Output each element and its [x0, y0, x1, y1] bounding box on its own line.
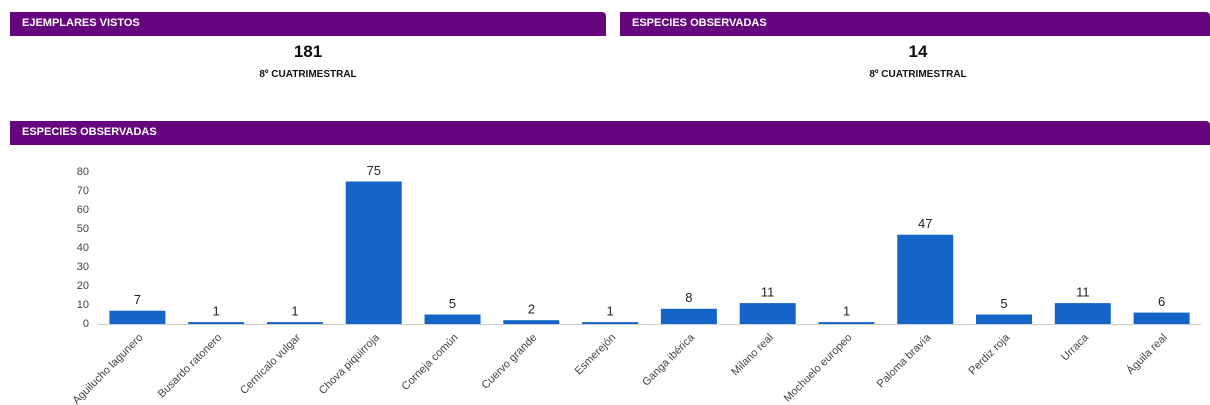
value-label: 6: [1158, 294, 1165, 309]
x-tick-label: Perdiz roja: [967, 331, 1013, 377]
x-tick-label: Esmerejón: [573, 332, 619, 378]
x-tick-label: Paloma bravía: [875, 331, 934, 390]
y-tick-label: 60: [77, 204, 89, 216]
bar: [1054, 303, 1111, 324]
y-tick-label: 50: [77, 223, 89, 235]
value-label: 2: [528, 302, 535, 317]
value-label: 5: [1000, 296, 1007, 311]
y-tick-label: 80: [77, 166, 89, 178]
bar: [739, 303, 796, 324]
bar: [1133, 312, 1190, 324]
x-tick-label: Mochuelo europeo: [782, 332, 855, 405]
value-label: 1: [291, 304, 298, 319]
chart-header: ESPECIES OBSERVADAS: [10, 121, 1210, 145]
kpi-subtitle: 8º CUATRIMESTRAL: [869, 69, 967, 80]
x-tick-label: Corneja común: [399, 332, 460, 393]
value-label: 1: [843, 304, 850, 319]
kpi-value: 14: [908, 42, 928, 61]
bar: [660, 308, 717, 324]
x-tick-label: Milano real: [729, 332, 776, 379]
y-tick-label: 0: [83, 318, 89, 330]
bar: [582, 322, 639, 324]
bar: [424, 314, 481, 324]
value-label: 11: [761, 285, 775, 300]
value-label: 1: [213, 304, 220, 319]
value-label: 47: [918, 216, 932, 231]
x-tick-label: Busardo ratonero: [156, 332, 225, 401]
bar: [188, 322, 245, 324]
x-tick-label: Chova piquirroja: [317, 331, 383, 397]
bar: [266, 322, 323, 324]
x-tick-label: Cuervo grande: [480, 332, 540, 392]
x-tick-label: Cernícalo vulgar: [238, 331, 303, 396]
value-label: 7: [134, 292, 141, 307]
value-label: 5: [449, 296, 456, 311]
y-tick-label: 20: [77, 280, 89, 292]
kpi-subtitle: 8º CUATRIMESTRAL: [259, 69, 357, 80]
x-tick-label: Ganga ibérica: [640, 331, 698, 389]
y-tick-label: 70: [77, 185, 89, 197]
x-tick-label: Águila real: [1124, 331, 1170, 377]
bar: [818, 322, 875, 324]
x-tick-label: Aguilucho lagunero: [70, 332, 145, 405]
value-label: 75: [367, 163, 381, 178]
bar: [976, 314, 1033, 324]
y-tick-label: 30: [77, 261, 89, 273]
bar: [345, 181, 402, 324]
kpi-header: ESPECIES OBSERVADAS: [620, 12, 1210, 36]
y-tick-label: 10: [77, 299, 89, 311]
value-label: 11: [1076, 285, 1090, 300]
x-tick-label: Urraca: [1059, 331, 1091, 363]
chart: 0 10 20 30 40 50 60 70 80 Aguilucho lagunero 7 Busa…: [70, 163, 1201, 405]
bar: [897, 234, 954, 324]
kpi-value: 181: [293, 42, 323, 61]
bar: [503, 320, 560, 324]
kpi-header: EJEMPLARES VISTOS: [10, 12, 606, 36]
value-label: 1: [606, 304, 613, 319]
y-tick-label: 40: [77, 242, 89, 254]
value-label: 8: [685, 290, 692, 305]
bar: [109, 310, 166, 324]
